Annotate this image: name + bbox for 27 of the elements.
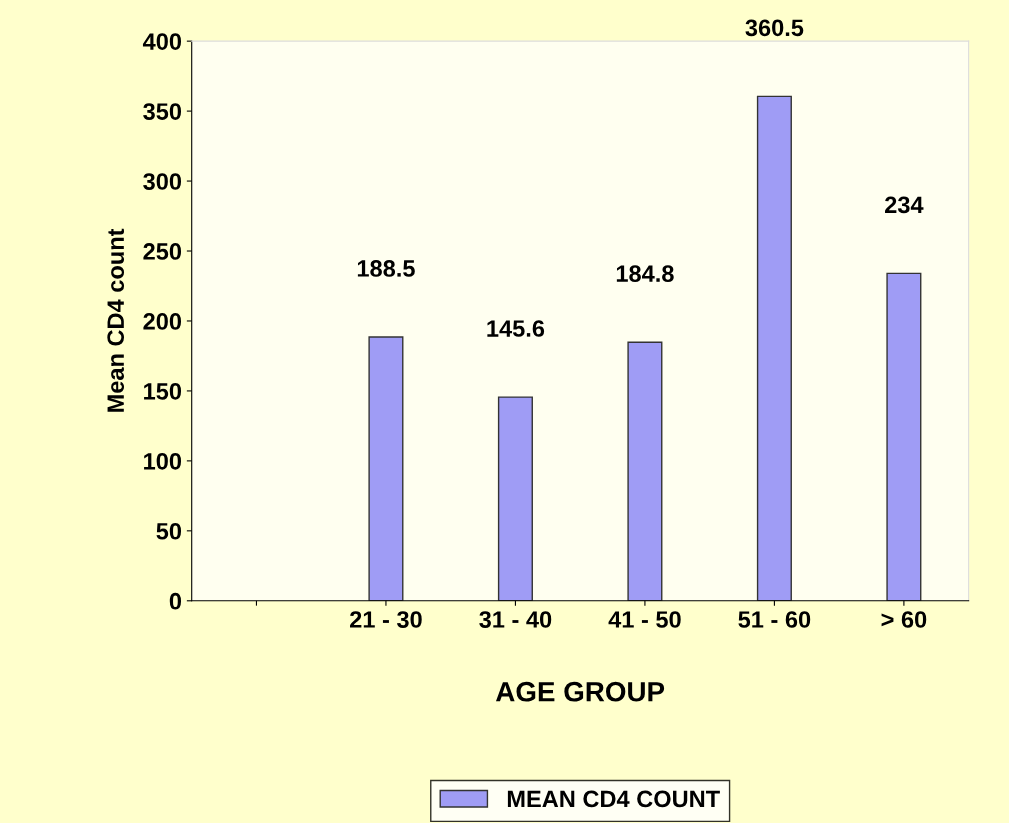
data-label: 184.8 — [616, 265, 674, 283]
y-tick-label: 250 — [143, 243, 182, 260]
x-tick-label: 41 - 50 — [608, 611, 681, 628]
data-label: 188.5 — [357, 260, 415, 277]
bar — [756, 95, 792, 601]
x-tick-label: 31 - 40 — [479, 611, 552, 628]
y-axis-title: Mean CD4 count — [107, 228, 125, 412]
bar — [497, 396, 533, 601]
x-axis-title: AGE GROUP — [495, 681, 665, 702]
data-label: 234 — [885, 196, 924, 214]
y-tick-label: 50 — [156, 522, 182, 540]
y-tick-label: 0 — [169, 592, 182, 610]
data-label: 145.6 — [487, 320, 545, 337]
data-label: 360.5 — [745, 19, 804, 37]
x-tick-label: > 60 — [881, 611, 927, 628]
y-tick-label: 150 — [144, 382, 182, 400]
bar — [368, 336, 404, 601]
y-tick-label: 200 — [143, 313, 182, 330]
legend-label: MEAN CD4 COUNT — [507, 790, 720, 808]
x-tick-label: 51 - 60 — [738, 611, 811, 628]
bar — [627, 341, 663, 601]
y-tick-label: 300 — [143, 173, 182, 190]
y-tick-label: 100 — [144, 452, 182, 470]
bar — [886, 272, 922, 601]
y-tick-label: 350 — [143, 103, 182, 120]
y-tick-label: 400 — [142, 33, 182, 50]
x-tick-label: 21 - 30 — [350, 611, 422, 628]
